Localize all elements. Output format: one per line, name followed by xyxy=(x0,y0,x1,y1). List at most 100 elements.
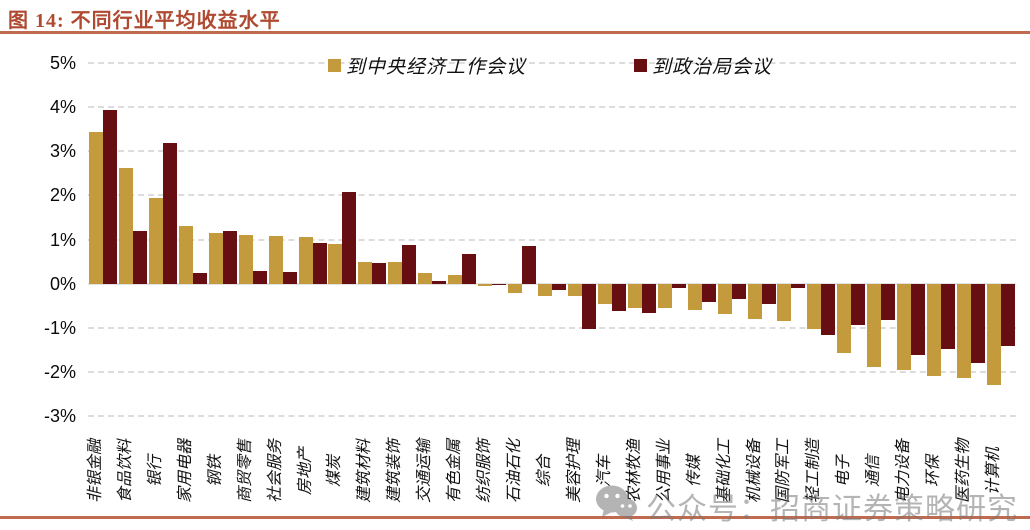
x-axis-category-label: 国防军工 xyxy=(775,439,793,504)
bar-central-economic-conf xyxy=(777,283,792,321)
legend-item: 到政治局会议 xyxy=(634,52,772,79)
bar-central-economic-conf xyxy=(597,283,612,304)
bar-politburo-meeting xyxy=(432,280,447,284)
x-axis-category-label: 农林牧渔 xyxy=(625,439,643,504)
y-axis-tick-label: -1% xyxy=(43,317,76,338)
x-axis-category-label: 建筑装饰 xyxy=(386,439,404,504)
bar-central-economic-conf xyxy=(328,243,343,284)
x-axis-category-label: 煤炭 xyxy=(326,455,344,488)
y-axis-tick-label: -2% xyxy=(43,361,76,382)
bar-politburo-meeting xyxy=(611,283,626,311)
bar-central-economic-conf xyxy=(418,273,433,284)
gridline xyxy=(88,62,1016,64)
x-axis-category-label: 电子 xyxy=(835,455,853,488)
bar-central-economic-conf xyxy=(867,283,882,368)
bar-central-economic-conf xyxy=(448,275,463,284)
bar-politburo-meeting xyxy=(552,283,566,291)
bar-central-economic-conf xyxy=(897,283,912,370)
bar-politburo-meeting xyxy=(102,109,117,284)
bar-central-economic-conf xyxy=(388,262,403,284)
x-axis-category-label: 房地产 xyxy=(296,447,314,496)
bar-central-economic-conf xyxy=(657,283,672,309)
bar-politburo-meeting xyxy=(641,283,656,313)
x-axis-category-label: 非银金融 xyxy=(86,439,104,504)
bar-politburo-meeting xyxy=(252,271,267,284)
bar-politburo-meeting xyxy=(162,143,177,284)
bar-politburo-meeting xyxy=(492,283,507,285)
bar-politburo-meeting xyxy=(462,253,477,284)
gridline xyxy=(88,194,1016,197)
bar-central-economic-conf xyxy=(268,236,283,284)
figure-title: 图 14: 不同行业平均收益水平 xyxy=(8,10,281,32)
x-axis-category-label: 电力设备 xyxy=(895,439,913,504)
x-axis-category-label: 商贸零售 xyxy=(236,439,254,504)
bottom-border-line xyxy=(0,516,1030,519)
x-axis-category-label: 轻工制造 xyxy=(805,439,823,504)
x-axis-category-label: 银行 xyxy=(146,455,164,488)
x-axis-category-label: 食品饮料 xyxy=(116,439,134,504)
y-axis-tick-label: 3% xyxy=(49,141,76,162)
x-axis-category-label: 通信 xyxy=(865,455,883,488)
legend-label: 到中央经济工作会议 xyxy=(346,57,527,78)
bar-politburo-meeting xyxy=(132,231,147,284)
y-axis-tick-label: 4% xyxy=(49,97,76,118)
bar-central-economic-conf xyxy=(148,198,163,284)
bar-politburo-meeting xyxy=(402,245,417,284)
x-axis-category-label: 有色金属 xyxy=(446,439,464,504)
x-axis-category-label: 公用事业 xyxy=(655,439,673,504)
bar-central-economic-conf xyxy=(957,283,972,379)
bar-central-economic-conf xyxy=(687,283,702,310)
bar-central-economic-conf xyxy=(538,283,552,296)
y-axis-tick-label: 0% xyxy=(49,273,76,294)
gridline xyxy=(88,150,1016,153)
x-axis-category-label: 社会服务 xyxy=(266,439,284,504)
bar-central-economic-conf xyxy=(987,283,1002,386)
y-axis-tick-label: 5% xyxy=(49,53,76,73)
bar-politburo-meeting xyxy=(342,192,357,284)
bar-politburo-meeting xyxy=(282,271,297,284)
gridline xyxy=(88,238,1016,241)
x-axis-category-label: 机械设备 xyxy=(745,439,763,504)
x-axis-category-label: 纺织服饰 xyxy=(476,439,494,504)
y-axis-tick-label: 1% xyxy=(49,229,76,250)
x-axis-category-label: 医药生物 xyxy=(955,439,973,504)
bar-central-economic-conf xyxy=(927,283,942,376)
x-axis-category-label: 美容护理 xyxy=(565,439,583,504)
bar-politburo-meeting xyxy=(791,283,806,289)
bar-central-economic-conf xyxy=(178,226,193,284)
bar-central-economic-conf xyxy=(508,283,523,293)
y-axis-tick-label: 2% xyxy=(49,185,76,206)
bar-politburo-meeting xyxy=(731,283,746,299)
gridline xyxy=(88,106,1016,109)
gridline xyxy=(88,415,1016,417)
x-axis-category-label: 汽车 xyxy=(595,455,613,488)
bar-politburo-meeting xyxy=(1001,283,1016,347)
x-axis-category-label: 基础化工 xyxy=(715,439,733,504)
bar-politburo-meeting xyxy=(821,283,836,335)
x-axis-category-label: 交通运输 xyxy=(416,439,434,504)
bar-central-economic-conf xyxy=(358,262,373,284)
legend-swatch xyxy=(634,59,647,72)
x-axis-category-label: 钢铁 xyxy=(206,455,224,488)
bar-politburo-meeting xyxy=(312,243,327,284)
bar-politburo-meeting xyxy=(701,283,716,302)
bar-central-economic-conf xyxy=(627,283,642,308)
x-axis-category-label: 传媒 xyxy=(685,455,703,488)
x-axis-category-label: 环保 xyxy=(925,455,943,488)
bar-central-economic-conf xyxy=(747,283,762,319)
x-axis-category-label: 家用电器 xyxy=(176,439,194,504)
x-axis-category-label: 综合 xyxy=(536,455,553,488)
x-axis-category-label: 计算机 xyxy=(985,447,1003,496)
bar-politburo-meeting xyxy=(881,283,896,320)
bar-politburo-meeting xyxy=(372,263,387,284)
bar-politburo-meeting xyxy=(522,246,537,284)
bar-politburo-meeting xyxy=(581,283,596,330)
bar-central-economic-conf xyxy=(238,234,253,284)
y-axis-tick-label: -3% xyxy=(43,406,76,426)
legend-swatch xyxy=(328,59,341,72)
title-underline xyxy=(0,31,1030,34)
bar-politburo-meeting xyxy=(911,283,926,356)
bar-central-economic-conf xyxy=(298,237,313,284)
bar-politburo-meeting xyxy=(851,283,866,325)
